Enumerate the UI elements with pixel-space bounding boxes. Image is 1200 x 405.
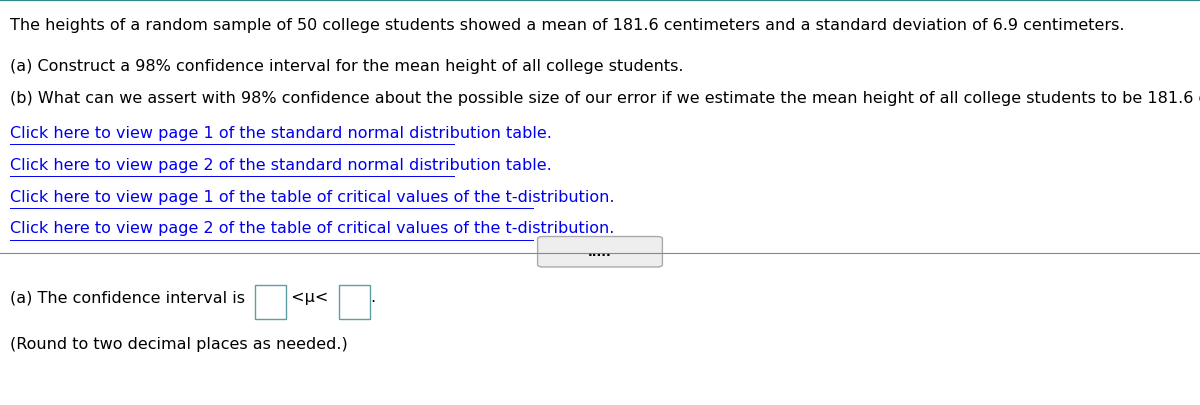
Text: (a) The confidence interval is: (a) The confidence interval is — [10, 290, 250, 305]
Text: (Round to two decimal places as needed.): (Round to two decimal places as needed.) — [10, 336, 347, 351]
Text: .....: ..... — [588, 245, 612, 259]
Text: .: . — [370, 290, 376, 305]
Text: Click here to view page 2 of the table of critical values of the t-distribution.: Click here to view page 2 of the table o… — [10, 221, 614, 236]
FancyBboxPatch shape — [538, 237, 662, 267]
Text: The heights of a random sample of 50 college students showed a mean of 181.6 cen: The heights of a random sample of 50 col… — [10, 18, 1124, 33]
Text: Click here to view page 1 of the table of critical values of the t-distribution.: Click here to view page 1 of the table o… — [10, 189, 614, 204]
FancyBboxPatch shape — [256, 286, 287, 319]
Text: Click here to view page 1 of the standard normal distribution table.: Click here to view page 1 of the standar… — [10, 126, 552, 141]
FancyBboxPatch shape — [338, 286, 370, 319]
Text: (a) Construct a 98% confidence interval for the mean height of all college stude: (a) Construct a 98% confidence interval … — [10, 59, 683, 74]
Text: Click here to view page 2 of the standard normal distribution table.: Click here to view page 2 of the standar… — [10, 157, 551, 172]
Text: <μ<: <μ< — [287, 290, 334, 305]
Text: (b) What can we assert with 98% confidence about the possible size of our error : (b) What can we assert with 98% confiden… — [10, 91, 1200, 106]
